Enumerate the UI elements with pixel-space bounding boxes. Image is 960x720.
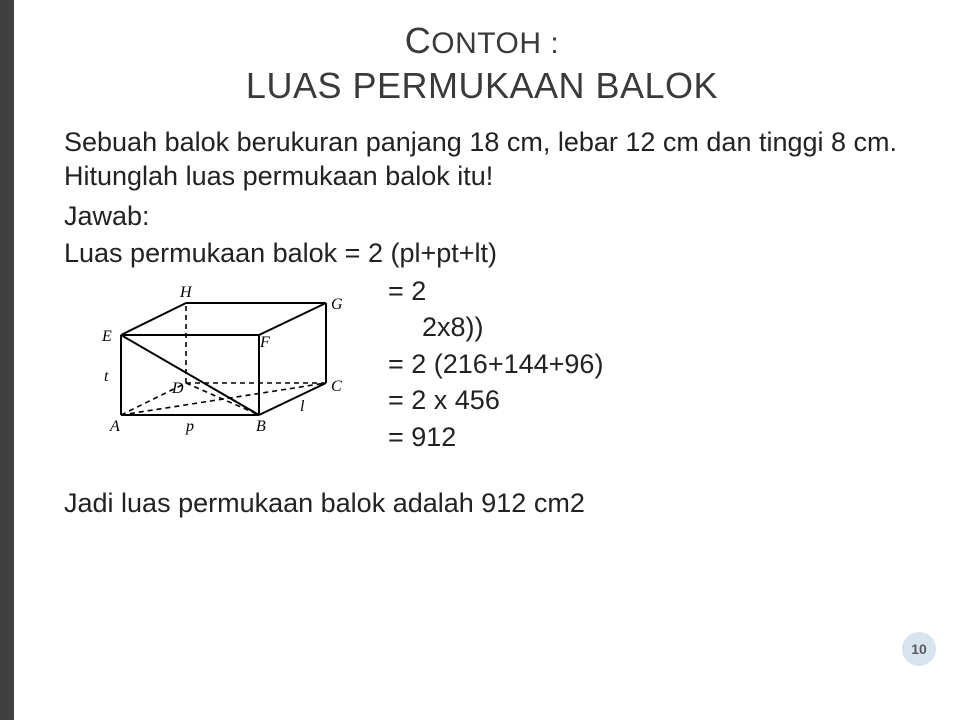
page-number: 10 bbox=[911, 641, 927, 657]
page-number-badge: 10 bbox=[902, 632, 936, 666]
svg-text:H: H bbox=[179, 284, 193, 301]
calc-line-4: = 912 bbox=[382, 419, 603, 455]
answer-label: Jawab: bbox=[64, 200, 900, 234]
svg-text:E: E bbox=[101, 328, 112, 345]
title-line1-cap: C bbox=[405, 20, 432, 61]
left-accent-stripe bbox=[0, 0, 14, 720]
svg-text:p: p bbox=[185, 418, 194, 435]
calc-line-1b: 2x8)) bbox=[382, 309, 603, 345]
svg-text:l: l bbox=[300, 398, 305, 415]
body: Sebuah balok berukuran panjang 18 cm, le… bbox=[64, 126, 900, 521]
calc-block: A B C D E F G H p l t = 2 2x8) bbox=[64, 273, 900, 455]
calc-line-1a: = 2 bbox=[382, 273, 603, 309]
svg-text:t: t bbox=[104, 368, 109, 385]
problem-text: Sebuah balok berukuran panjang 18 cm, le… bbox=[64, 126, 900, 194]
slide-title: CONTOH : LUAS PERMUKAAN BALOK bbox=[64, 18, 900, 108]
title-line1-rest: ONTOH : bbox=[431, 27, 559, 60]
calc-lines-top: = 2 2x8)) = 2 (216+144+96) = 2 x 456 = 9… bbox=[382, 273, 603, 455]
svg-text:D: D bbox=[171, 380, 184, 397]
svg-text:A: A bbox=[109, 418, 120, 435]
svg-text:G: G bbox=[331, 296, 343, 313]
conclusion: Jadi luas permukaan balok adalah 912 cm2 bbox=[64, 487, 900, 521]
cuboid-diagram: A B C D E F G H p l t bbox=[64, 273, 364, 443]
formula: Luas permukaan balok = 2 (pl+pt+lt) bbox=[64, 237, 900, 271]
title-line2: LUAS PERMUKAAN BALOK bbox=[246, 65, 718, 106]
calc-line-2: = 2 (216+144+96) bbox=[382, 346, 603, 382]
svg-text:F: F bbox=[259, 334, 270, 351]
svg-text:C: C bbox=[331, 378, 342, 395]
svg-text:B: B bbox=[256, 418, 266, 435]
slide-content: CONTOH : LUAS PERMUKAAN BALOK Sebuah bal… bbox=[14, 0, 960, 720]
calc-line-3: = 2 x 456 bbox=[382, 382, 603, 418]
